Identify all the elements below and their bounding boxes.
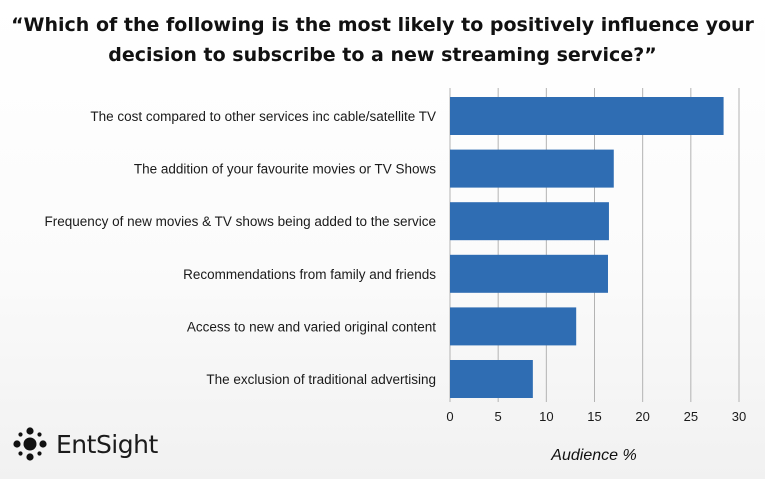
category-label-2: Frequency of new movies & TV shows being… bbox=[45, 214, 436, 229]
x-axis-title: Audience % bbox=[550, 447, 636, 464]
x-tick-label-2: 10 bbox=[539, 409, 553, 424]
x-tick-label-4: 20 bbox=[635, 409, 649, 424]
category-label-1: The addition of your favourite movies or… bbox=[134, 162, 436, 177]
category-labels: The cost compared to other services inc … bbox=[45, 109, 437, 387]
chart-title-line-2: decision to subscribe to a new streaming… bbox=[108, 44, 657, 66]
x-tick-label-6: 30 bbox=[732, 409, 746, 424]
entsight-logo: EntSight bbox=[10, 424, 158, 464]
category-label-3: Recommendations from family and friends bbox=[183, 267, 436, 282]
bar-2 bbox=[450, 202, 609, 241]
x-tick-label-5: 25 bbox=[684, 409, 698, 424]
bar-1 bbox=[450, 149, 614, 188]
dot-cluster-icon bbox=[13, 427, 47, 461]
x-tick-label-3: 15 bbox=[587, 409, 601, 424]
bars bbox=[450, 97, 724, 398]
bar-4 bbox=[450, 307, 577, 346]
bar-0 bbox=[450, 97, 724, 135]
category-label-4: Access to new and varied original conten… bbox=[187, 319, 436, 334]
x-tick-label-1: 5 bbox=[495, 409, 502, 424]
x-tick-label-0: 0 bbox=[446, 409, 453, 424]
x-tick-labels: 0 5 10 15 20 25 30 bbox=[446, 409, 746, 424]
category-label-5: The exclusion of traditional advertising bbox=[206, 372, 436, 387]
chart-title-line-1: “Which of the following is the most like… bbox=[11, 14, 754, 36]
gridlines bbox=[449, 88, 740, 402]
category-label-0: The cost compared to other services inc … bbox=[90, 109, 436, 124]
bar-5 bbox=[450, 360, 533, 398]
chart-title: “Which of the following is the most like… bbox=[0, 10, 765, 70]
logo-text: EntSight bbox=[56, 429, 158, 459]
bar-3 bbox=[450, 254, 608, 293]
